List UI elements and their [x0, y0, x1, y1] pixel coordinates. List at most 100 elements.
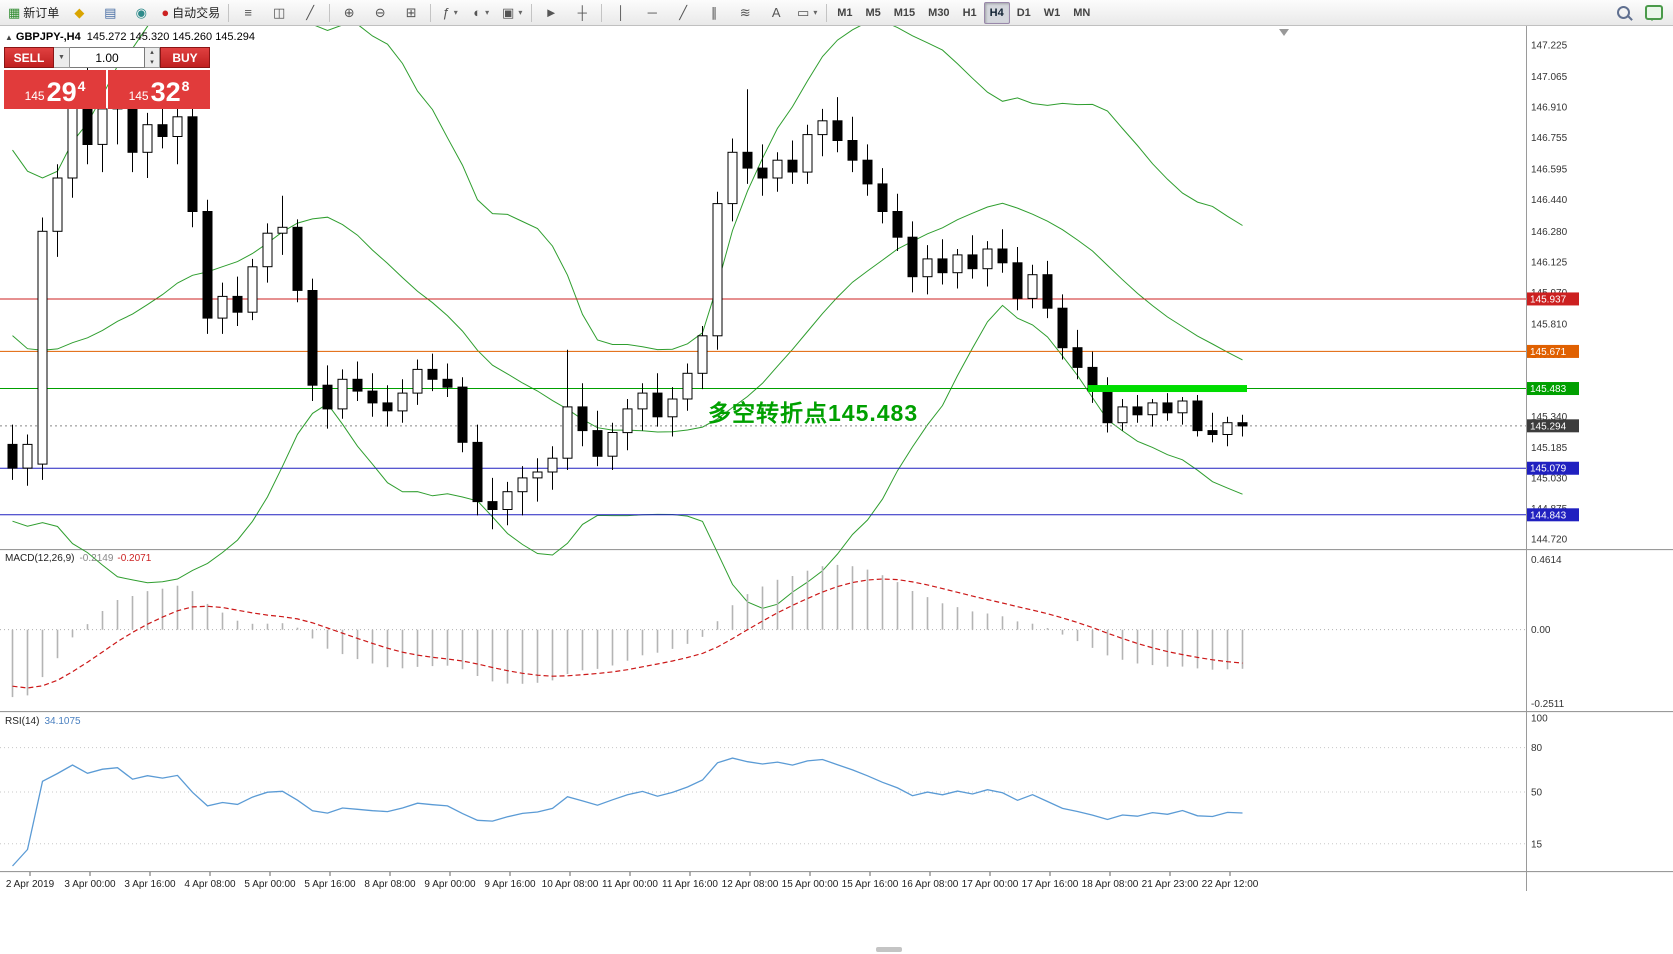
price-tick-label: 146.595: [1531, 165, 1568, 176]
order-type-dropdown[interactable]: ▼: [54, 47, 70, 68]
chart-window-button[interactable]: ◆: [64, 1, 94, 25]
indicators-button[interactable]: ƒ ▾: [435, 1, 465, 25]
price-tick-label: 146.440: [1531, 195, 1568, 206]
candlestick-chart-button[interactable]: ◫: [264, 1, 294, 25]
hline-145.671-price-label: 145.671: [1530, 347, 1567, 358]
fibonacci-icon: ≋: [739, 4, 751, 20]
timeframe-h1-button[interactable]: H1: [962, 6, 977, 19]
new-order-button[interactable]: ▦ 新订单: [4, 1, 63, 25]
text-icon: A: [771, 5, 781, 20]
sell-price-panel[interactable]: 145 29 4: [4, 70, 106, 109]
navigator-icon: ◉: [135, 4, 147, 20]
price-tick-label: 144.720: [1531, 535, 1568, 546]
rsi-title: RSI(14): [5, 716, 40, 727]
bid-price-label: 145.294: [1530, 421, 1567, 432]
time-tick-label: 11 Apr 16:00: [662, 879, 718, 890]
sell-button[interactable]: SELL: [4, 47, 54, 68]
line-chart-button[interactable]: ╱: [295, 1, 325, 25]
time-tick-label: 9 Apr 00:00: [424, 879, 476, 890]
toolbar-separator: [430, 3, 432, 22]
macd-header: MACD(12,26,9) -0.2149 -0.2071: [5, 553, 151, 564]
timeframe-h4-button[interactable]: H4: [983, 1, 1010, 24]
hline-145.079-price-label: 145.079: [1530, 464, 1567, 475]
time-tick-label: 22 Apr 12:00: [1202, 879, 1259, 890]
tile-windows-button[interactable]: ⊞: [396, 1, 426, 25]
rsi-line: [12, 757, 1243, 867]
chart-header: ▲ GBPJPY-,H4 145.272 145.320 145.260 145.2…: [5, 31, 255, 43]
macd-axis-min: -0.2511: [1531, 699, 1565, 710]
price-tick-label: 146.910: [1531, 102, 1568, 113]
chevron-down-icon: ▾: [453, 8, 458, 17]
arrows-button[interactable]: ▭ ▾: [792, 1, 822, 25]
hline-145.671-price-box: [1527, 344, 1579, 358]
chevron-down-icon: ▾: [813, 8, 818, 17]
timeframe-w1-button[interactable]: W1: [1043, 6, 1061, 19]
buy-price-sup: 8: [181, 78, 190, 94]
zoom-in-button[interactable]: ⊕: [334, 1, 364, 25]
timeframe-mn-button[interactable]: MN: [1073, 6, 1091, 19]
time-tick-label: 10 Apr 08:00: [542, 879, 599, 890]
line-chart-icon: ╱: [306, 4, 315, 20]
fibonacci-button[interactable]: ≋: [730, 1, 760, 25]
auto-trading-button[interactable]: ● 自动交易: [157, 1, 224, 25]
collapse-icon[interactable]: ▲: [5, 33, 13, 42]
macd-plot-area[interactable]: [0, 551, 1526, 711]
bar-chart-button[interactable]: ≡: [233, 1, 263, 25]
time-tick-label: 8 Apr 08:00: [364, 879, 416, 890]
horizontal-line-button[interactable]: ─: [637, 1, 667, 25]
macd-main-value: -0.2149: [79, 553, 114, 564]
symbol-period-label: GBPJPY-,H4: [15, 31, 81, 43]
vertical-line-button[interactable]: │: [606, 1, 636, 25]
candlestick-chart-icon: ◫: [273, 4, 286, 20]
rsi-axis-label: 80: [1531, 743, 1543, 754]
indicators-icon: ƒ: [442, 5, 450, 20]
search-icon: [1616, 6, 1630, 19]
time-tick-label: 5 Apr 00:00: [244, 879, 296, 890]
vertical-line-icon: │: [617, 5, 626, 20]
search-button[interactable]: [1608, 1, 1638, 25]
periods-button[interactable]: ◐ ▾: [466, 1, 496, 25]
time-tick-label: 3 Apr 00:00: [64, 879, 116, 890]
time-tick-label: 11 Apr 00:00: [602, 879, 658, 890]
trendline-button[interactable]: ╱: [668, 1, 698, 25]
bar-chart-icon: ≡: [244, 5, 252, 20]
main-chart-plot-area[interactable]: [0, 26, 1526, 549]
timeframe-m15-button[interactable]: M15: [893, 6, 916, 19]
timeframe-m5-button[interactable]: M5: [865, 6, 881, 19]
volume-stepper-down[interactable]: ▾: [145, 57, 159, 67]
macd-title: MACD(12,26,9): [5, 553, 75, 564]
buy-price-panel[interactable]: 145 32 8: [108, 70, 210, 109]
chart-annotation[interactable]: 多空转折点145.483: [708, 400, 919, 426]
price-axis[interactable]: [1526, 26, 1673, 891]
crosshair-button[interactable]: ┼: [567, 1, 597, 25]
highlight-level-bar[interactable]: [1088, 385, 1247, 393]
bollinger-upper-band: [12, 0, 1243, 351]
volume-input[interactable]: [70, 47, 145, 68]
crosshair-icon: ┼: [577, 5, 587, 20]
navigator-button[interactable]: ◉: [126, 1, 156, 25]
timeframe-m1-button[interactable]: M1: [837, 6, 853, 19]
volume-stepper-up[interactable]: ▴: [145, 48, 159, 58]
buy-price-prefix: 145: [128, 89, 149, 103]
cursor-button[interactable]: ►: [536, 1, 566, 25]
text-button[interactable]: A: [761, 1, 791, 25]
time-tick-label: 4 Apr 08:00: [184, 879, 236, 890]
rsi-header: RSI(14) 34.1075: [5, 716, 81, 727]
trade-controls-row: SELL ▼ ▴ ▾ BUY: [4, 47, 210, 68]
zoom-out-button[interactable]: ⊖: [365, 1, 395, 25]
timeframe-d1-button[interactable]: D1: [1016, 6, 1031, 19]
tile-windows-icon: ⊞: [405, 4, 417, 20]
time-tick-label: 2 Apr 2019: [6, 879, 55, 890]
timeframe-m30-button[interactable]: M30: [928, 6, 950, 19]
market-watch-button[interactable]: ▤: [95, 1, 125, 25]
one-click-trading-panel: SELL ▼ ▴ ▾ BUY 145 29 4 145 32 8: [4, 47, 210, 109]
rsi-axis-label: 100: [1531, 714, 1548, 725]
equidistant-channel-button[interactable]: ∥: [699, 1, 729, 25]
chart-shift-marker[interactable]: [1279, 29, 1289, 36]
community-chat-button[interactable]: [1639, 1, 1669, 25]
templates-button[interactable]: ▣ ▾: [497, 1, 527, 25]
time-tick-label: 15 Apr 00:00: [782, 879, 839, 890]
time-tick-label: 21 Apr 23:00: [1142, 879, 1199, 890]
horizontal-scrollbar-thumb[interactable]: [876, 947, 902, 952]
buy-button[interactable]: BUY: [160, 47, 210, 68]
